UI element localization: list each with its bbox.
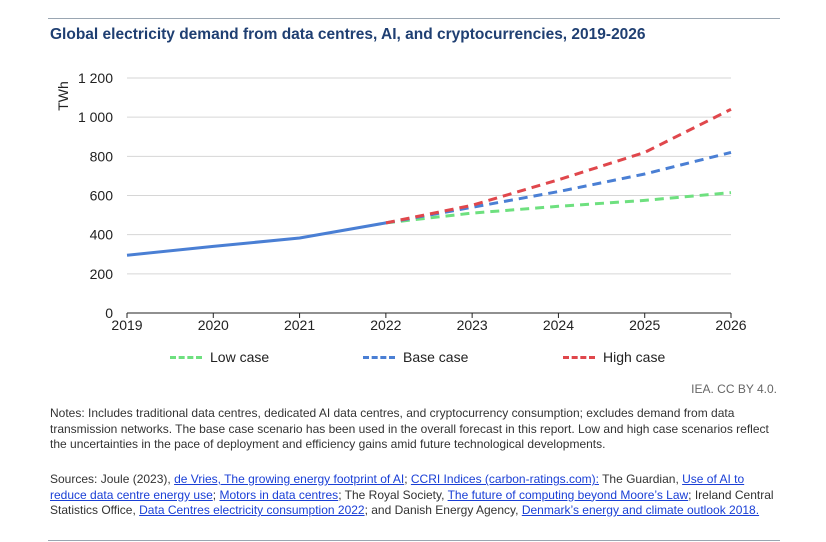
- y-tick-label: 400: [90, 227, 114, 243]
- historical-line: [126, 221, 387, 257]
- sources-sep: ;: [212, 487, 220, 502]
- x-tick-label: 2026: [715, 317, 746, 333]
- x-tick-label: 2023: [457, 317, 488, 333]
- source-link-motors[interactable]: Motors in data centres: [219, 487, 339, 502]
- source-link-danish[interactable]: Denmark’s energy and climate outlook 201…: [521, 503, 760, 518]
- y-tick-label: 600: [90, 188, 114, 204]
- x-tick-label: 2024: [543, 317, 574, 333]
- low-case-line: [385, 191, 732, 225]
- y-tick-label: 200: [90, 266, 114, 282]
- sources-sep: ;: [404, 472, 411, 486]
- sources-text-guardian: The Guardian,: [598, 472, 683, 486]
- y-tick-label: 0: [105, 305, 113, 321]
- y-tick-label: 1 000: [78, 109, 113, 125]
- y-axis-label: TWh: [55, 81, 71, 111]
- x-tick-label: 2021: [284, 317, 315, 333]
- top-rule: [48, 18, 780, 19]
- x-tick-label: 2019: [111, 317, 142, 333]
- y-tick-label: 1 200: [78, 70, 113, 86]
- legend-swatch-high: [563, 355, 595, 359]
- legend-swatch-base: [363, 355, 395, 359]
- sources-text-cso: ; Ireland Central Statistics Office,: [50, 487, 774, 518]
- x-tick-label: 2020: [198, 317, 229, 333]
- chart-title: Global electricity demand from data cent…: [50, 26, 646, 43]
- source-link-cso[interactable]: Data Centres electricity consumption 202…: [139, 503, 365, 518]
- legend-swatch-low: [170, 355, 202, 359]
- base-case-line: [385, 150, 732, 225]
- source-link-ai-energy[interactable]: Use of AI to reduce data centre energy u…: [50, 472, 745, 502]
- source-link-ccri[interactable]: CCRI Indices (carbon-ratings.com):: [410, 472, 599, 486]
- line-chart: 0 200 400 600 800 1 000 1 200 2019 2020 2021 2022 2…: [55, 70, 747, 333]
- x-tick-label: 2022: [370, 317, 401, 333]
- legend-label-base: Base case: [403, 349, 469, 365]
- legend-label-low: Low case: [210, 349, 270, 365]
- legend-item-high: High case: [563, 348, 665, 366]
- credit-text: IEA. CC BY 4.0.: [691, 382, 777, 396]
- legend-item-base: Base case: [363, 348, 468, 366]
- x-tick-label: 2025: [629, 317, 660, 333]
- high-case-line: [385, 107, 732, 225]
- sources-prefix: Sources: Joule (2023),: [50, 472, 175, 486]
- legend-item-low: Low case: [170, 348, 269, 366]
- legend-label-high: High case: [603, 349, 666, 365]
- sources-text-royal: ; The Royal Society,: [338, 487, 448, 502]
- source-link-devries[interactable]: de Vries, The growing energy footprint o…: [174, 472, 405, 486]
- y-tick-label: 800: [90, 148, 114, 164]
- source-link-moores-law[interactable]: The future of computing beyond Moore’s L…: [447, 487, 689, 502]
- sources-text-danish: ; and Danish Energy Agency,: [364, 503, 522, 518]
- bottom-rule: [48, 540, 780, 541]
- notes-text: Notes: Includes traditional data centres…: [50, 406, 769, 452]
- sources-text: Sources: Joule (2023), de Vries, The gro…: [50, 472, 780, 519]
